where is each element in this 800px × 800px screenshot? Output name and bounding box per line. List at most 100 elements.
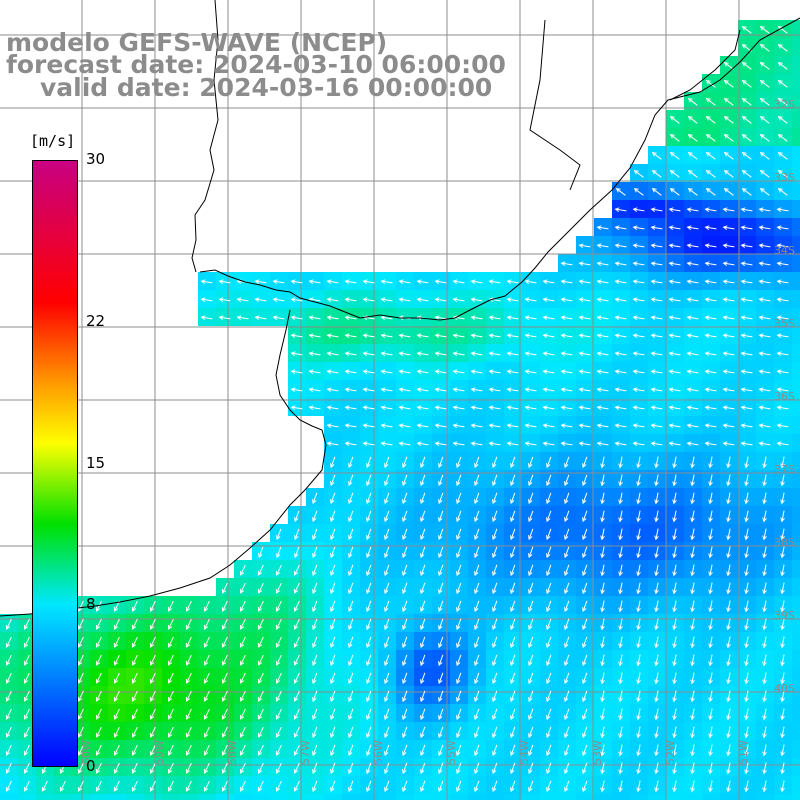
wind-arrow — [474, 744, 480, 757]
field-cell — [432, 326, 450, 344]
field-cell — [756, 92, 774, 110]
field-cell — [792, 182, 800, 200]
wind-arrow — [330, 600, 336, 613]
field-cell — [612, 398, 630, 416]
field-cell — [720, 380, 738, 398]
wind-arrow — [636, 564, 641, 577]
wind-arrow — [614, 279, 627, 284]
wind-arrow — [726, 672, 731, 685]
wind-arrow — [722, 387, 735, 392]
wind-arrow — [41, 780, 48, 792]
wind-arrow — [239, 780, 246, 792]
wind-arrow — [131, 672, 138, 684]
wind-arrow — [636, 744, 641, 757]
field-cell — [396, 380, 414, 398]
wind-arrow — [564, 690, 570, 703]
field-cell — [684, 344, 702, 362]
wind-arrow — [546, 474, 552, 487]
wind-arrow — [452, 297, 465, 302]
field-cell — [594, 272, 612, 290]
wind-arrow — [651, 170, 662, 178]
wind-arrow — [741, 116, 752, 124]
wind-arrow — [456, 762, 462, 775]
wind-arrow — [741, 134, 752, 142]
wind-arrow — [402, 564, 408, 577]
wind-arrow — [654, 636, 659, 649]
wind-arrow — [456, 708, 462, 721]
wind-arrow — [344, 351, 357, 356]
wind-arrow — [510, 672, 516, 685]
wind-arrow — [308, 279, 321, 284]
wind-arrow — [560, 387, 573, 392]
field-cell — [792, 686, 800, 704]
wind-arrow — [254, 279, 267, 284]
wind-arrow — [452, 441, 465, 446]
wind-arrow — [257, 780, 264, 792]
wind-arrow — [744, 690, 749, 703]
wind-arrow — [366, 456, 372, 469]
wind-arrow — [704, 243, 717, 248]
wind-arrow — [596, 315, 609, 320]
field-cell — [414, 434, 432, 452]
field-cell — [774, 362, 792, 380]
wind-arrow — [744, 582, 749, 595]
wind-arrow — [780, 564, 785, 577]
field-cell — [648, 254, 666, 272]
wind-arrow — [330, 672, 336, 685]
wind-arrow — [239, 762, 246, 774]
wind-arrow — [722, 261, 735, 266]
wind-arrow — [510, 582, 516, 595]
wind-arrow — [704, 405, 717, 410]
wind-arrow — [95, 744, 102, 756]
wind-arrow — [23, 708, 30, 720]
wind-arrow — [312, 636, 318, 649]
wind-arrow — [582, 708, 588, 721]
wind-arrow — [654, 456, 659, 469]
field-cell — [414, 290, 432, 308]
wind-arrow — [312, 726, 318, 739]
wind-arrow — [654, 474, 659, 487]
wind-arrow — [438, 582, 444, 595]
wind-arrow — [600, 672, 605, 685]
wind-arrow — [402, 582, 408, 595]
field-cell — [666, 272, 684, 290]
wind-arrow — [690, 600, 695, 613]
wind-arrow — [741, 152, 752, 160]
wind-arrow — [402, 690, 408, 703]
field-cell — [648, 218, 666, 236]
wind-arrow — [578, 369, 591, 374]
field-cell — [792, 650, 800, 668]
wind-arrow — [402, 528, 408, 541]
wind-arrow — [560, 405, 573, 410]
wind-arrow — [704, 387, 717, 392]
field-cell — [738, 272, 756, 290]
wind-arrow — [290, 279, 303, 284]
wind-arrow — [384, 780, 390, 793]
field-cell — [702, 290, 720, 308]
wind-arrow — [690, 564, 695, 577]
wind-arrow — [780, 654, 785, 667]
field-cell — [684, 272, 702, 290]
field-cell — [792, 470, 800, 488]
field-cell — [684, 128, 702, 146]
wind-arrow — [456, 510, 462, 523]
wind-arrow — [506, 315, 519, 320]
wind-arrow — [582, 492, 588, 505]
wind-arrow — [257, 618, 264, 630]
field-cell — [378, 380, 396, 398]
wind-arrow — [402, 762, 408, 775]
field-cell — [702, 92, 720, 110]
wind-arrow — [546, 492, 552, 505]
wind-arrow — [492, 654, 498, 667]
wind-arrow — [650, 207, 663, 212]
wind-arrow — [474, 708, 480, 721]
wind-arrow — [510, 456, 516, 469]
wind-arrow — [650, 441, 663, 446]
wind-arrow — [762, 600, 767, 613]
field-cell — [774, 398, 792, 416]
field-cell — [468, 362, 486, 380]
wind-arrow — [348, 546, 354, 559]
wind-arrow — [452, 369, 465, 374]
wind-arrow — [77, 618, 84, 630]
wind-arrow — [723, 80, 734, 88]
